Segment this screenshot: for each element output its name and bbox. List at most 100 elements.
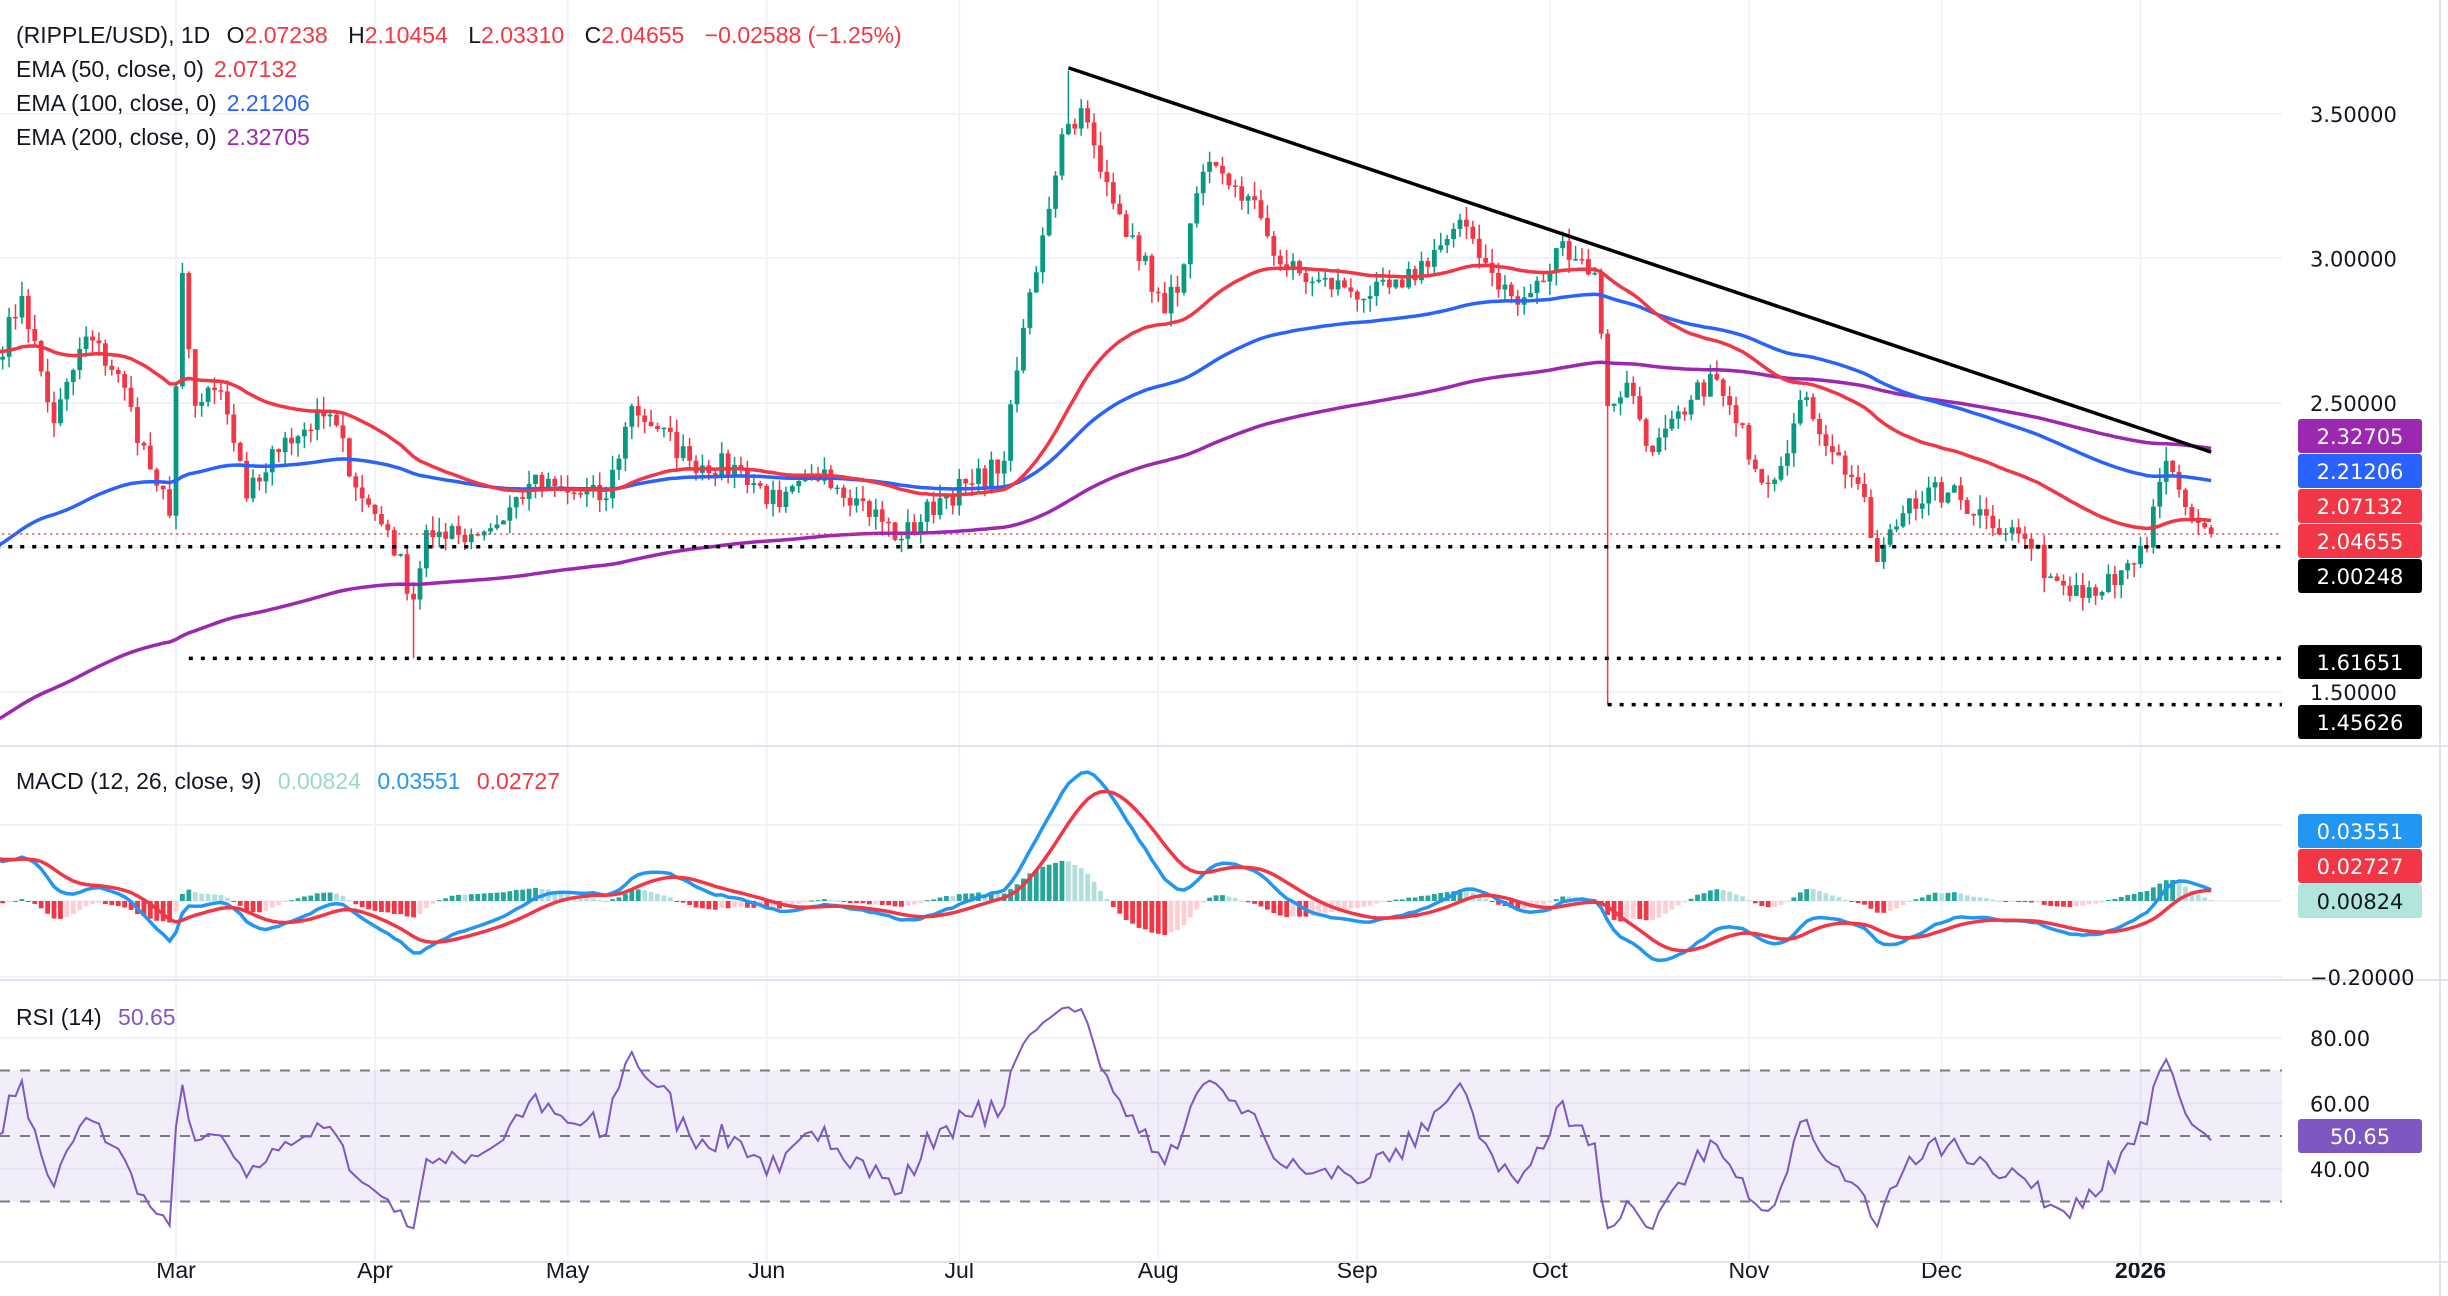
- candle-body: [1033, 272, 1039, 293]
- rsi-tag-bg: [2298, 1119, 2422, 1153]
- macd-histogram-bar: [1072, 864, 1078, 901]
- candle-body: [1348, 287, 1354, 292]
- candle-body: [1990, 515, 1996, 529]
- candle-body: [141, 442, 147, 446]
- candle-body: [578, 493, 583, 495]
- rsi-axis-label: 60.00: [2310, 1092, 2370, 1116]
- candle-body: [1464, 219, 1469, 227]
- candle-body: [1862, 483, 1867, 498]
- candle-body: [1695, 382, 1700, 400]
- macd-histogram-bar: [64, 901, 70, 917]
- ema50-legend[interactable]: EMA (50, close, 0) 2.07132: [16, 56, 307, 83]
- price-tag-bg: [2298, 645, 2422, 679]
- candle-body: [918, 521, 924, 533]
- macd-histogram-bar: [481, 893, 487, 901]
- macd-histogram-bar: [411, 901, 416, 918]
- macd-histogram-bar: [1367, 901, 1373, 906]
- candle-body: [250, 477, 256, 499]
- candle-body: [430, 530, 436, 538]
- macd-histogram-bar: [147, 901, 153, 919]
- macd-histogram-bar: [1232, 898, 1238, 901]
- candle-body: [411, 593, 416, 600]
- macd-histogram-bar: [1386, 900, 1392, 902]
- candle-body: [45, 371, 50, 403]
- close-value: 2.04655: [601, 22, 685, 48]
- macd-histogram-bar: [1438, 892, 1444, 901]
- candle-body: [879, 509, 885, 522]
- candle-body: [1508, 284, 1514, 297]
- macd-histogram-bar: [552, 891, 558, 901]
- macd-histogram-bar: [276, 901, 282, 906]
- ema50-label: EMA (50, close, 0): [16, 56, 204, 82]
- rsi-legend[interactable]: RSI (14) 50.65: [16, 1004, 186, 1031]
- macd-histogram-bar: [173, 901, 179, 912]
- macd-histogram-bar: [1733, 894, 1739, 901]
- macd-histogram-bar: [918, 901, 924, 904]
- candle-body: [2086, 587, 2092, 598]
- time-axis-label: Sep: [1337, 1257, 1378, 1283]
- macd-histogram-bar: [2176, 882, 2182, 901]
- macd-histogram-bar: [1874, 901, 1880, 913]
- macd-tag-text: 0.03551: [2317, 820, 2404, 844]
- candle-body: [1040, 235, 1046, 273]
- candle-body: [2106, 574, 2111, 592]
- candle-body: [1342, 280, 1347, 288]
- macd-histogram-bar: [2073, 901, 2079, 907]
- candle-body: [1059, 134, 1065, 176]
- candle-body: [995, 459, 1001, 474]
- macd-histogram-bar: [289, 900, 294, 902]
- macd-histogram-bar: [231, 901, 237, 902]
- ema200-legend[interactable]: EMA (200, close, 0) 2.32705: [16, 124, 320, 151]
- macd-histogram-bar: [1984, 898, 1989, 901]
- macd-histogram-bar: [1110, 901, 1116, 908]
- macd-histogram-bar: [334, 893, 339, 901]
- candle-body: [1919, 503, 1925, 509]
- macd-histogram-bar: [1123, 901, 1129, 920]
- candle-body: [1290, 261, 1296, 271]
- candle-body: [976, 468, 981, 484]
- macd-histogram-bar: [1335, 901, 1341, 911]
- candle-body: [244, 460, 250, 499]
- macd-histogram-bar: [1393, 899, 1399, 901]
- ema100-legend[interactable]: EMA (100, close, 0) 2.21206: [16, 90, 320, 117]
- candle-body: [603, 498, 609, 501]
- candle-body: [109, 365, 115, 370]
- macd-histogram-bar: [282, 901, 288, 902]
- macd-histogram-bar: [1855, 901, 1861, 903]
- candle-body: [1656, 437, 1662, 453]
- candle-body: [1765, 482, 1771, 485]
- candle-body: [488, 528, 493, 532]
- macd-histogram-bar: [1014, 884, 1020, 901]
- macd-histogram-bar: [1675, 901, 1681, 906]
- candle-body: [2099, 591, 2105, 596]
- macd-histogram-bar: [51, 901, 57, 919]
- macd-histogram-bar: [931, 899, 936, 901]
- candle-body: [462, 534, 468, 543]
- candle-body: [2189, 507, 2195, 518]
- macd-label: MACD (12, 26, close, 9): [16, 768, 262, 794]
- candle-body: [180, 272, 185, 387]
- macd-histogram-bar: [1785, 901, 1790, 903]
- candle-body: [135, 407, 140, 443]
- macd-histogram-bar: [1419, 895, 1424, 901]
- candle-body: [1836, 452, 1842, 456]
- macd-histogram-bar: [1977, 897, 1983, 901]
- macd-histogram-bar: [1541, 901, 1546, 905]
- price-tag: 2.00248: [2298, 559, 2422, 593]
- macd-histogram-bar: [1560, 896, 1566, 901]
- candle-body: [1688, 399, 1694, 415]
- candle-body: [379, 514, 384, 525]
- candle-body: [147, 445, 153, 470]
- macd-histogram-bar: [1290, 901, 1296, 917]
- macd-histogram-bar: [1117, 901, 1123, 914]
- candle-body: [1329, 277, 1334, 290]
- macd-histogram-bar: [295, 898, 301, 901]
- candle-body: [1239, 186, 1245, 201]
- candle-body: [1175, 286, 1180, 293]
- price-tag-bg: [2298, 705, 2422, 739]
- macd-histogram-bar: [706, 901, 712, 910]
- grid-lines: [0, 0, 2282, 1262]
- macd-legend[interactable]: MACD (12, 26, close, 9) 0.00824 0.03551 …: [16, 768, 570, 795]
- macd-histogram-bar: [1887, 901, 1893, 911]
